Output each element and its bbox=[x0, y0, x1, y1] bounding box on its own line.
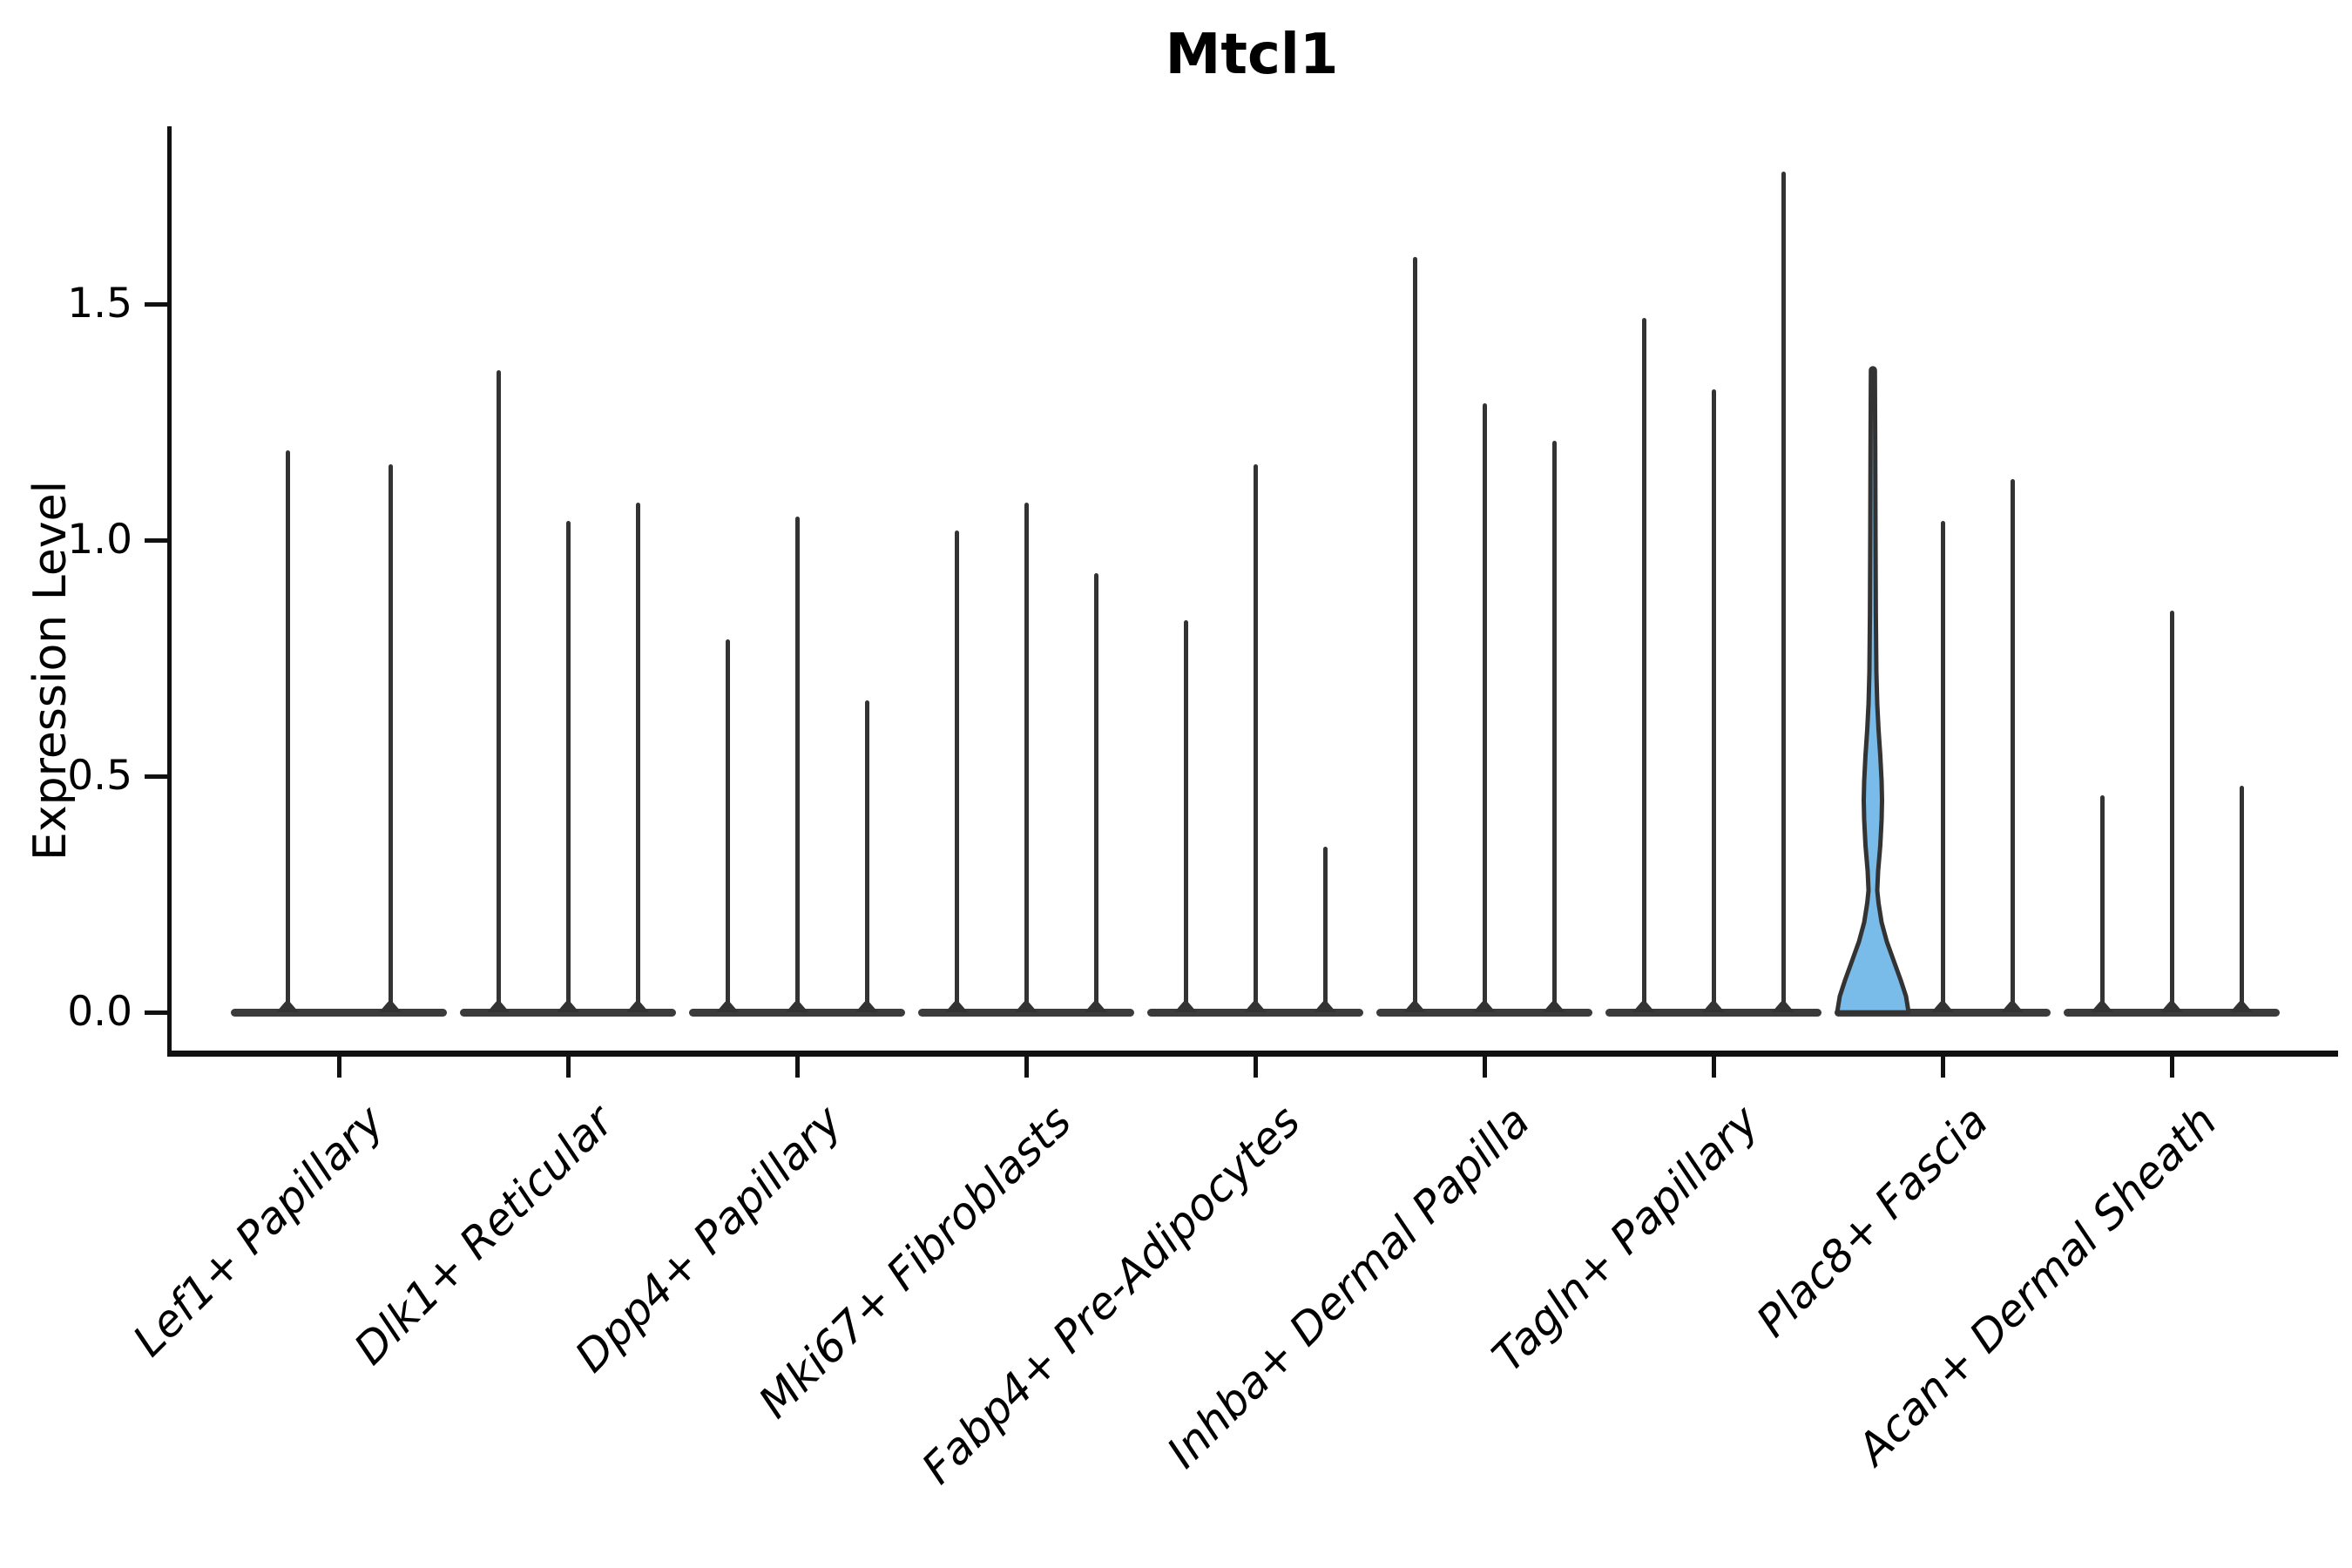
violin-spike bbox=[954, 531, 959, 1012]
violin-base-flare bbox=[716, 1001, 739, 1012]
violin-spike bbox=[1322, 847, 1328, 1012]
violin-base-flare bbox=[1314, 1001, 1336, 1012]
y-tick-mark bbox=[145, 537, 167, 543]
y-axis-label: Expression Level bbox=[24, 480, 77, 862]
violin-highlighted-shape bbox=[1835, 366, 1911, 1015]
violin-base-flare bbox=[1772, 1001, 1794, 1012]
violin-base-flare bbox=[2230, 1001, 2253, 1012]
violin-base-flare bbox=[1702, 1001, 1725, 1012]
violin-spike bbox=[794, 516, 800, 1012]
violin-spike bbox=[285, 450, 290, 1012]
violin-base-flare bbox=[626, 1001, 649, 1012]
y-tick-label: 1.5 bbox=[67, 280, 132, 328]
violin-base-flare bbox=[2160, 1001, 2183, 1012]
x-tick-mark bbox=[336, 1057, 341, 1078]
baseline-bar bbox=[231, 1009, 447, 1017]
x-tick-label: Inhba+ Dermal Papilla bbox=[1157, 1096, 1540, 1478]
x-tick-mark bbox=[1024, 1057, 1029, 1078]
violin-spike bbox=[2099, 794, 2105, 1012]
y-tick-label: 1.0 bbox=[67, 516, 132, 564]
x-tick-label: Fabp4+ Pre-Adipocytes bbox=[912, 1096, 1311, 1494]
violin-base-flare bbox=[1015, 1001, 1037, 1012]
y-axis-spine bbox=[167, 126, 172, 1057]
violin-spike bbox=[565, 521, 571, 1012]
violin-spike bbox=[1940, 521, 1945, 1012]
y-tick-mark bbox=[145, 774, 167, 779]
violin-spike bbox=[864, 700, 869, 1012]
x-tick-mark bbox=[794, 1057, 800, 1078]
violin-base-flare bbox=[1632, 1001, 1655, 1012]
x-tick-mark bbox=[1253, 1057, 1258, 1078]
y-tick-label: 0.0 bbox=[67, 988, 132, 1036]
violin-base-flare bbox=[1543, 1001, 1565, 1012]
violin-spike bbox=[1093, 572, 1098, 1012]
violin-base-flare bbox=[379, 1001, 402, 1012]
violin-spike bbox=[2239, 785, 2244, 1012]
violin-base-flare bbox=[276, 1001, 299, 1012]
baseline-bar bbox=[1835, 1009, 2051, 1017]
baseline-bar bbox=[1147, 1009, 1363, 1017]
y-tick-mark bbox=[145, 301, 167, 307]
violin-base-flare bbox=[1174, 1001, 1197, 1012]
violin-base-flare bbox=[557, 1001, 579, 1012]
baseline-bar bbox=[689, 1009, 905, 1017]
x-axis-spine bbox=[167, 1051, 2338, 1057]
violin-spike bbox=[2169, 611, 2174, 1012]
violin-spike bbox=[1781, 172, 1786, 1012]
violin-base-flare bbox=[945, 1001, 968, 1012]
baseline-bar bbox=[2064, 1009, 2280, 1017]
violin-base-flare bbox=[2091, 1001, 2113, 1012]
baseline-bar bbox=[1376, 1009, 1592, 1017]
violin-base-flare bbox=[1473, 1001, 1496, 1012]
violin-spike bbox=[1482, 402, 1487, 1012]
violin-spike bbox=[1551, 441, 1557, 1012]
x-tick-mark bbox=[565, 1057, 571, 1078]
violin-base-flare bbox=[487, 1001, 510, 1012]
violin-base-flare bbox=[1085, 1001, 1107, 1012]
x-tick-mark bbox=[1940, 1057, 1945, 1078]
violin-base-flare bbox=[1931, 1001, 1954, 1012]
violin-spike bbox=[388, 464, 393, 1012]
x-tick-mark bbox=[1482, 1057, 1487, 1078]
violin-highlighted bbox=[1835, 366, 1911, 1015]
violin-spike bbox=[1711, 389, 1716, 1012]
violin-base-flare bbox=[855, 1001, 878, 1012]
violin-spike bbox=[1641, 318, 1646, 1012]
x-tick-mark bbox=[1711, 1057, 1716, 1078]
violin-base-flare bbox=[2001, 1001, 2024, 1012]
chart-title: Mtcl1 bbox=[1165, 23, 1339, 87]
violin-spike bbox=[635, 502, 640, 1012]
violin-spike bbox=[1412, 256, 1417, 1012]
baseline-bar bbox=[460, 1009, 676, 1017]
violin-spike bbox=[1024, 502, 1029, 1012]
violin-spike bbox=[496, 369, 501, 1012]
violin-spike bbox=[725, 639, 730, 1012]
baseline-bar bbox=[1605, 1009, 1821, 1017]
x-tick-label: Lef1+ Papillary bbox=[123, 1096, 395, 1367]
y-tick-mark bbox=[145, 1010, 167, 1015]
violin-base-flare bbox=[1244, 1001, 1267, 1012]
violin-base-flare bbox=[786, 1001, 808, 1012]
violin-spike bbox=[2010, 478, 2015, 1012]
violin-base-flare bbox=[1403, 1001, 1426, 1012]
baseline-bar bbox=[918, 1009, 1134, 1017]
violin-spike bbox=[1253, 464, 1258, 1012]
violin-spike bbox=[1183, 620, 1188, 1012]
x-tick-mark bbox=[2169, 1057, 2174, 1078]
x-tick-label: Plac8+ Fascia bbox=[1747, 1096, 1998, 1347]
y-tick-label: 0.5 bbox=[67, 752, 132, 800]
